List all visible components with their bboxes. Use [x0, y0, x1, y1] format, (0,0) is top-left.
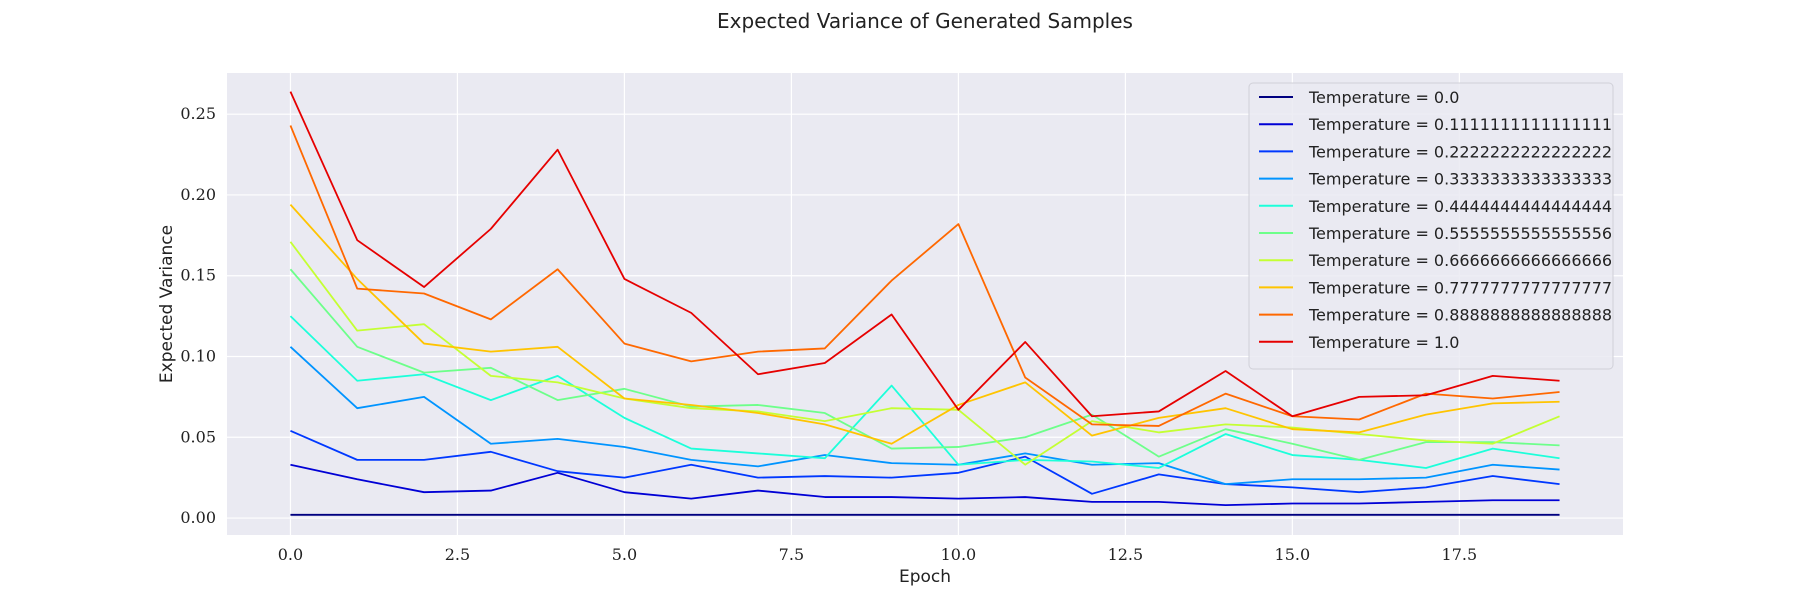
series-line-5	[289, 268, 1560, 461]
y-tick-label: 0.25	[180, 104, 216, 123]
x-axis-label: Epoch	[899, 567, 951, 587]
legend: Temperature = 0.0 Temperature = 0.1111111…	[1248, 82, 1614, 370]
legend-label: Temperature = 0.3333333333333333	[1308, 170, 1612, 189]
legend-label: Temperature = 0.1111111111111111	[1308, 115, 1612, 134]
y-tick-label: 0.15	[180, 266, 216, 285]
tick-labels: 0.0 2.5 5.0 7.5 10.0 12.5 15.0 17.5 0.00 0.05 0.10…	[180, 104, 1477, 564]
x-tick-label: 10.0	[941, 545, 977, 564]
series-line-6	[289, 241, 1560, 466]
x-tick-label: 0.0	[278, 545, 303, 564]
series-line-8	[289, 125, 1560, 427]
x-tick-label: 7.5	[779, 545, 804, 564]
legend-label: Temperature = 0.6666666666666666	[1308, 251, 1612, 270]
series-line-7	[289, 204, 1560, 445]
legend-box	[1248, 82, 1614, 370]
x-tick-label: 12.5	[1108, 545, 1144, 564]
x-tick-label: 15.0	[1275, 545, 1311, 564]
legend-label: Temperature = 0.8888888888888888	[1308, 306, 1612, 325]
series-line-9	[289, 91, 1560, 418]
legend-label: Temperature = 0.5555555555555556	[1308, 224, 1612, 243]
series-lines	[289, 91, 1560, 516]
x-tick-label: 5.0	[612, 545, 637, 564]
x-tick-label: 17.5	[1442, 545, 1478, 564]
series-line-1	[290, 463, 1560, 507]
legend-label: Temperature = 0.0	[1308, 88, 1459, 107]
x-tick-label: 2.5	[445, 545, 470, 564]
y-tick-label: 0.10	[180, 347, 216, 366]
y-axis-label: Expected Variance	[157, 225, 177, 383]
legend-label: Temperature = 0.4444444444444444	[1308, 197, 1612, 216]
y-tick-label: 0.00	[180, 508, 216, 527]
series-line-3	[289, 346, 1560, 486]
chart-title: Expected Variance of Generated Samples	[717, 9, 1133, 33]
legend-label: Temperature = 0.7777777777777777	[1308, 278, 1612, 297]
legend-label: Temperature = 0.2222222222222222	[1308, 142, 1612, 161]
y-tick-label: 0.20	[180, 185, 216, 204]
legend-label: Temperature = 1.0	[1308, 333, 1459, 352]
series-line-2	[290, 429, 1560, 495]
y-tick-label: 0.05	[180, 427, 216, 446]
